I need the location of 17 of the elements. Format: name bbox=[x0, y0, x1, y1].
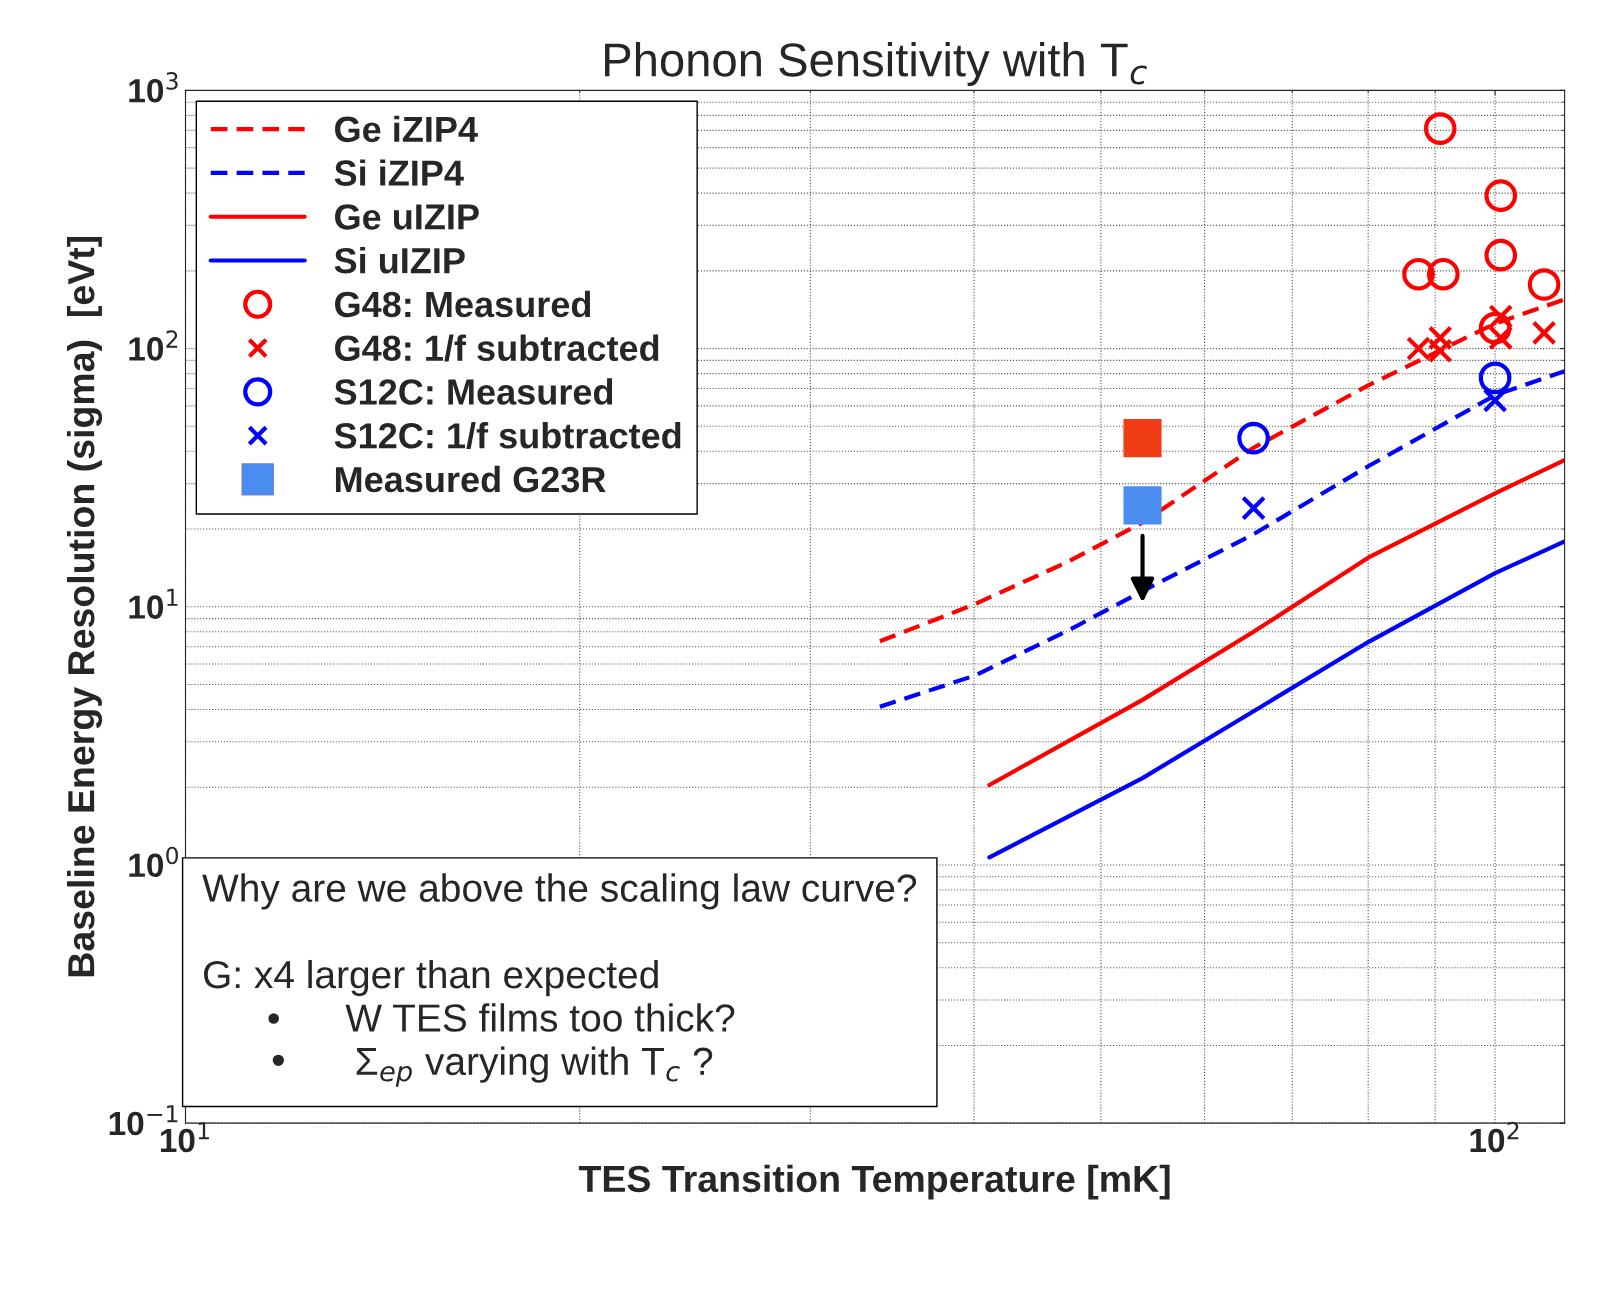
y-tick-label: 10$^{3}$ bbox=[129, 72, 178, 103]
chart-title: Phonon Sensitivity with T$_{c}$ bbox=[605, 42, 1147, 87]
legend-label: Si iZIP4 bbox=[334, 159, 464, 186]
y-tick-label: 10$^{0}$ bbox=[129, 846, 178, 878]
legend-label: G48: Measured bbox=[335, 290, 591, 318]
y-axis-title: Baseline Energy Resolution (sigma) [eVt] bbox=[66, 236, 103, 977]
text: Why are we above the scaling law curve? G: x4 larger than expected • W TES films too thick? • Σ$_{ep}$ varying with T$_{c}$ ? bbox=[202, 873, 917, 1087]
y-tick-label: 10$^{2}$ bbox=[129, 330, 178, 361]
legend-label: G48: 1/f subtracted bbox=[335, 334, 659, 362]
legend-label: Measured G23R bbox=[335, 465, 606, 493]
x-axis-title: TES Transition Temperature [mK] bbox=[578, 1164, 1170, 1200]
y-tick-label: 10$^{1}$ bbox=[129, 588, 178, 619]
legend-label: Ge uIZIP bbox=[335, 204, 479, 230]
legend-label: Ge iZIP4 bbox=[335, 115, 478, 143]
legend-label: Si uIZIP bbox=[334, 246, 465, 274]
legend-label: S12C: Measured bbox=[334, 378, 613, 405]
legend-label: S12C: 1/f subtracted bbox=[334, 422, 681, 449]
